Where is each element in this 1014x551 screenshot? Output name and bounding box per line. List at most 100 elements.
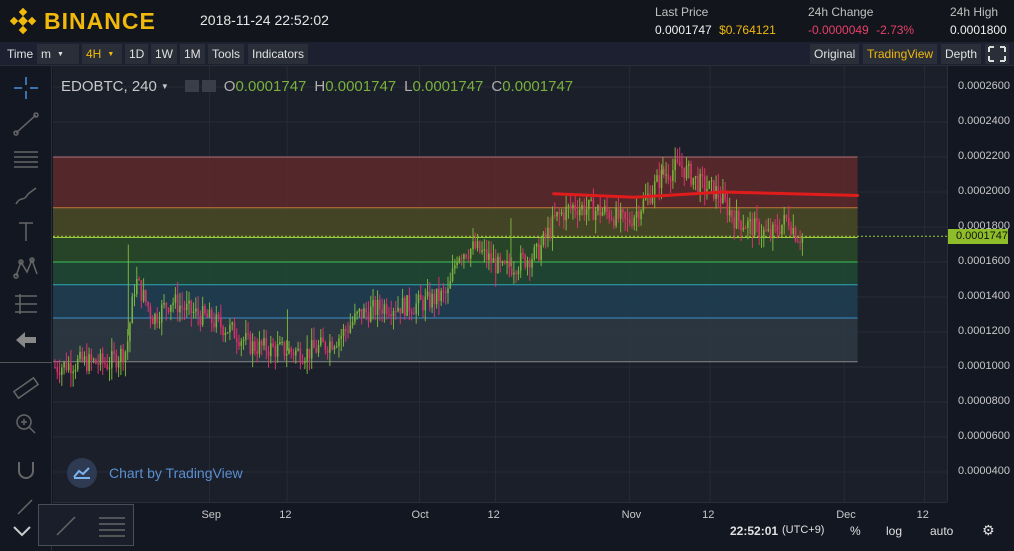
timezone[interactable]: (UTC+9) [782,524,825,536]
tradingview-view-button[interactable]: TradingView [863,44,938,64]
low-label: L [404,77,413,95]
candle-body [447,288,449,294]
candle-body [794,227,797,242]
price-tick-label: 0.0000600 [958,430,1010,442]
price-chart[interactable]: EDOBTC, 240 ▼ O 0.0001747 H 0.0001747 L 0.0… [53,66,947,502]
candle-body [674,159,676,171]
time-button[interactable]: Time [7,47,34,61]
binance-logo[interactable]: BINANCE [8,6,156,36]
candle-body [454,265,456,269]
arrow-left-icon [16,332,36,348]
price-axis[interactable]: 0.0002600 0.0002400 0.0002200 0.0002000 0.00… [947,66,1014,502]
back-tool[interactable] [10,326,42,354]
log-scale-toggle[interactable]: log [886,524,903,538]
symbol-label[interactable]: EDOBTC, 240 [61,77,157,95]
text-tool[interactable] [10,218,42,246]
gear-icon[interactable]: ⚙ [982,522,995,538]
pattern-tool[interactable] [10,254,42,282]
candle-body [772,224,774,238]
candle-body [392,311,395,317]
close-icon[interactable] [201,80,216,92]
candle-body [310,340,313,359]
candle-body [181,305,184,308]
pencil-icon [17,499,33,515]
candle-body [710,180,713,182]
lock-tool[interactable] [10,492,42,520]
fib-retracement-tool[interactable] [10,146,42,174]
candle-body [188,300,190,304]
auto-scale-toggle[interactable]: auto [930,524,954,538]
minute-dropdown[interactable]: m ▼ [37,44,79,64]
caret-down-icon[interactable]: ▼ [160,81,169,91]
candle-body [728,210,731,216]
candle-body [801,235,804,243]
candle-body [476,241,479,249]
candle-body [99,353,102,365]
candle-body [726,199,729,216]
crosshair-tool[interactable] [10,74,42,102]
candle-body [410,311,413,314]
fullscreen-button[interactable] [985,44,1009,64]
candle-body [581,205,583,210]
candle-body [419,294,422,300]
candle-body [133,294,136,297]
fib-band [53,237,858,262]
time-axis[interactable]: Sep 12 Oct 12 Nov 12 Dec 12 [53,502,947,526]
candle-body [260,340,263,346]
tools-button[interactable]: Tools [208,44,245,64]
candle-body [799,242,801,244]
candle-body [533,247,536,260]
favorites-drawer[interactable] [38,504,134,546]
candle-body [463,254,465,259]
high-value: 0.0001800 [950,23,1007,37]
interval-dropdown[interactable]: 4H ▼ [82,44,122,64]
candle-body [108,367,111,369]
depth-view-button[interactable]: Depth [941,44,982,64]
interval-1d-button[interactable]: 1D [125,44,149,64]
candle-body [319,337,322,346]
candle-body [781,224,783,235]
candle-body [426,291,429,297]
prediction-tool[interactable] [10,290,42,318]
candle-body [719,197,722,203]
measure-tool[interactable] [10,374,42,402]
candle-body [449,280,452,289]
candle-body [229,324,231,333]
candle-body [413,313,415,315]
candle-body [435,288,438,305]
candle-body [385,304,388,315]
indicators-button[interactable]: Indicators [248,44,309,64]
zoom-tool[interactable] [10,410,42,438]
chart-legend: EDOBTC, 240 ▼ O 0.0001747 H 0.0001747 L 0.0… [61,76,573,96]
candle-body [381,309,383,314]
candle-body [301,362,304,364]
trendline-tool[interactable] [10,110,42,138]
collapse-tools-button[interactable] [6,518,38,546]
interval-1w-button[interactable]: 1W [151,44,177,64]
time-tick-label: 12 [916,509,929,521]
candle-body [331,341,333,350]
candle-body [624,212,626,219]
candle-body [626,218,629,220]
candle-body [790,226,792,235]
candle-body [444,291,447,294]
settings-icon[interactable] [184,80,199,92]
candle-body [517,270,520,275]
candle-body [365,308,368,313]
brush-tool[interactable] [10,182,42,210]
candle-body [558,211,561,215]
percent-scale-toggle[interactable]: % [850,524,861,538]
original-view-button[interactable]: Original [810,44,860,64]
candle-body [195,308,197,312]
candle-body [531,259,533,268]
candle-body [124,351,127,363]
interval-1m-button[interactable]: 1M [180,44,205,64]
magnet-tool[interactable] [10,456,42,484]
candle-body [440,290,442,302]
chart-canvas[interactable] [53,66,947,502]
candle-body [753,218,756,236]
candle-body [120,348,122,362]
candle-body [615,207,617,226]
tradingview-credit[interactable]: Chart by TradingView [67,458,243,488]
time-tick-label: 12 [279,509,292,521]
